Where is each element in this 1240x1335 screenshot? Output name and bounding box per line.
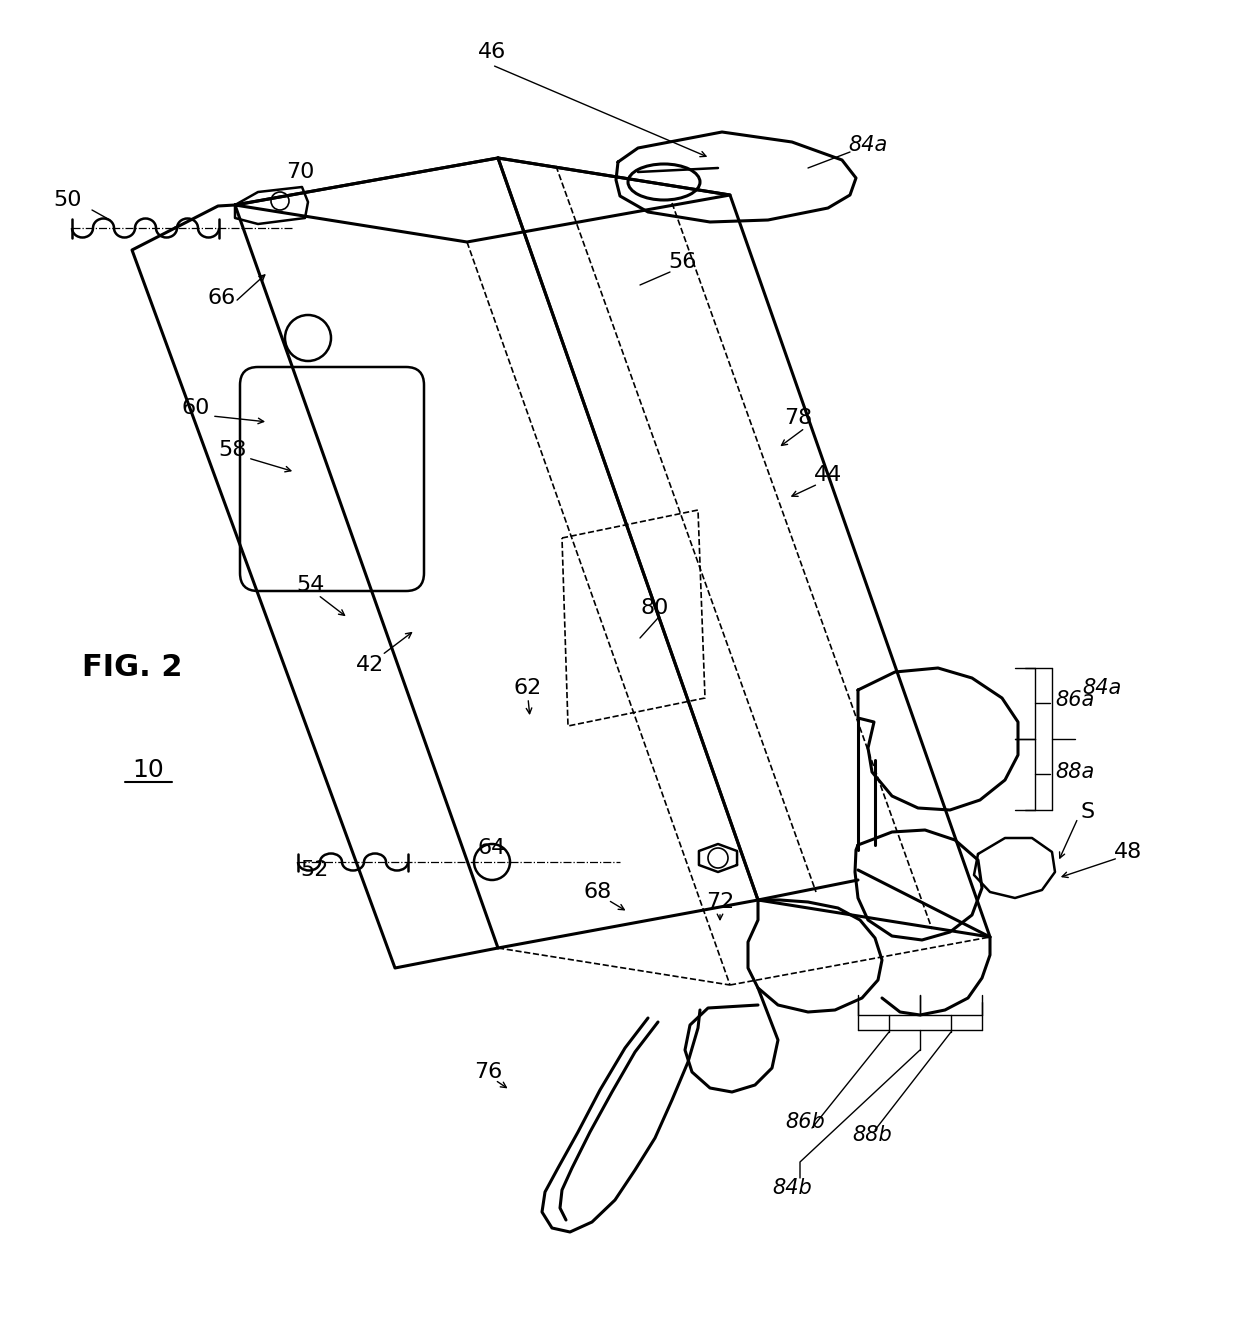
Text: 54: 54 [296, 575, 324, 595]
Text: 46: 46 [477, 41, 506, 61]
Text: 44: 44 [813, 465, 842, 485]
Text: 64: 64 [477, 838, 506, 858]
Text: 56: 56 [668, 252, 696, 272]
Text: 66: 66 [208, 288, 236, 308]
Text: 80: 80 [641, 598, 670, 618]
Text: 88b: 88b [852, 1125, 892, 1145]
Text: 84b: 84b [773, 1177, 812, 1197]
Text: FIG. 2: FIG. 2 [82, 654, 182, 682]
Text: 68: 68 [584, 882, 613, 902]
Text: 84a: 84a [848, 135, 888, 155]
Text: 52: 52 [301, 860, 329, 880]
Text: 72: 72 [706, 892, 734, 912]
Text: 86b: 86b [785, 1112, 825, 1132]
Text: 10: 10 [133, 758, 164, 782]
Text: 86a: 86a [1055, 690, 1094, 710]
Text: 48: 48 [1114, 842, 1142, 862]
Text: 50: 50 [53, 190, 82, 210]
Text: 76: 76 [474, 1063, 502, 1081]
Text: 42: 42 [356, 655, 384, 676]
Text: 62: 62 [513, 678, 542, 698]
Text: 58: 58 [218, 441, 247, 461]
Text: 70: 70 [285, 162, 314, 182]
Text: 78: 78 [784, 409, 812, 429]
Text: S: S [1081, 802, 1095, 822]
Text: 60: 60 [182, 398, 211, 418]
Text: 84a: 84a [1083, 678, 1121, 698]
Text: 88a: 88a [1055, 762, 1094, 782]
